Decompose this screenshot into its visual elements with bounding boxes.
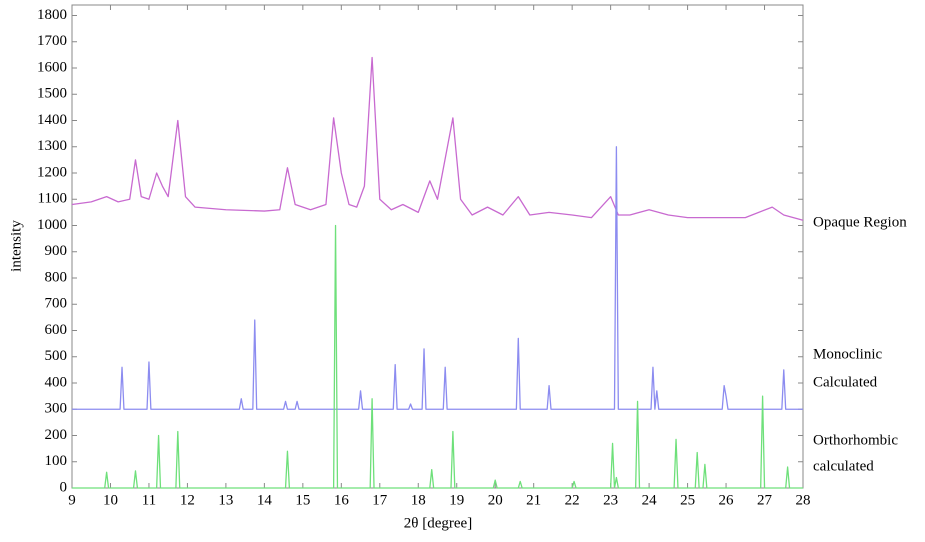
y-tick-label: 1000 [37, 217, 67, 233]
x-tick-label: 23 [603, 492, 618, 508]
y-tick-label: 1100 [38, 191, 67, 207]
y-tick-label: 0 [60, 479, 68, 495]
y-tick-label: 1300 [37, 138, 67, 154]
y-tick-label: 400 [45, 374, 68, 390]
pattern-line [72, 146, 803, 410]
x-tick-label: 24 [642, 492, 658, 508]
x-tick-label: 9 [68, 492, 76, 508]
x-tick-label: 20 [488, 492, 503, 508]
x-tick-label: 12 [180, 492, 195, 508]
x-tick-label: 22 [565, 492, 580, 508]
x-tick-label: 10 [103, 492, 118, 508]
pattern-line [72, 224, 803, 489]
y-tick-label: 900 [45, 243, 68, 259]
y-tick-label: 700 [45, 296, 68, 312]
y-tick-label: 200 [45, 427, 68, 443]
y-tick-label: 1200 [37, 164, 67, 180]
series-label: Orthorhombic [813, 432, 898, 448]
y-axis-label: intensity [8, 220, 24, 272]
x-tick-label: 11 [142, 492, 156, 508]
x-tick-label: 27 [757, 492, 773, 508]
series-label: Opaque Region [813, 214, 907, 230]
x-tick-label: 13 [218, 492, 233, 508]
x-tick-label: 25 [680, 492, 695, 508]
series-label: calculated [813, 458, 874, 474]
x-tick-label: 26 [719, 492, 735, 508]
plot-frame [71, 4, 804, 489]
y-tick-label: 1600 [37, 59, 67, 75]
x-tick-label: 21 [526, 492, 541, 508]
x-tick-label: 15 [295, 492, 310, 508]
y-tick-label: 300 [45, 401, 68, 417]
x-tick-label: 18 [411, 492, 426, 508]
y-tick-label: 1800 [37, 7, 67, 23]
x-tick-label: 19 [449, 492, 464, 508]
pattern-line [71, 56, 804, 221]
y-tick-label: 600 [45, 322, 68, 338]
series-label: Monoclinic [813, 346, 882, 362]
y-tick-label: 1700 [37, 33, 67, 49]
series-label: Calculated [813, 374, 878, 390]
y-tick-label: 1400 [37, 112, 67, 128]
x-axis-label: 2θ [degree] [404, 515, 472, 531]
y-tick-label: 1500 [37, 86, 67, 102]
y-tick-label: 500 [45, 348, 68, 364]
y-tick-label: 800 [45, 269, 68, 285]
x-tick-label: 14 [257, 492, 273, 508]
x-tick-label: 17 [372, 492, 388, 508]
x-tick-label: 28 [796, 492, 811, 508]
x-tick-label: 16 [334, 492, 350, 508]
y-tick-label: 100 [45, 453, 68, 469]
